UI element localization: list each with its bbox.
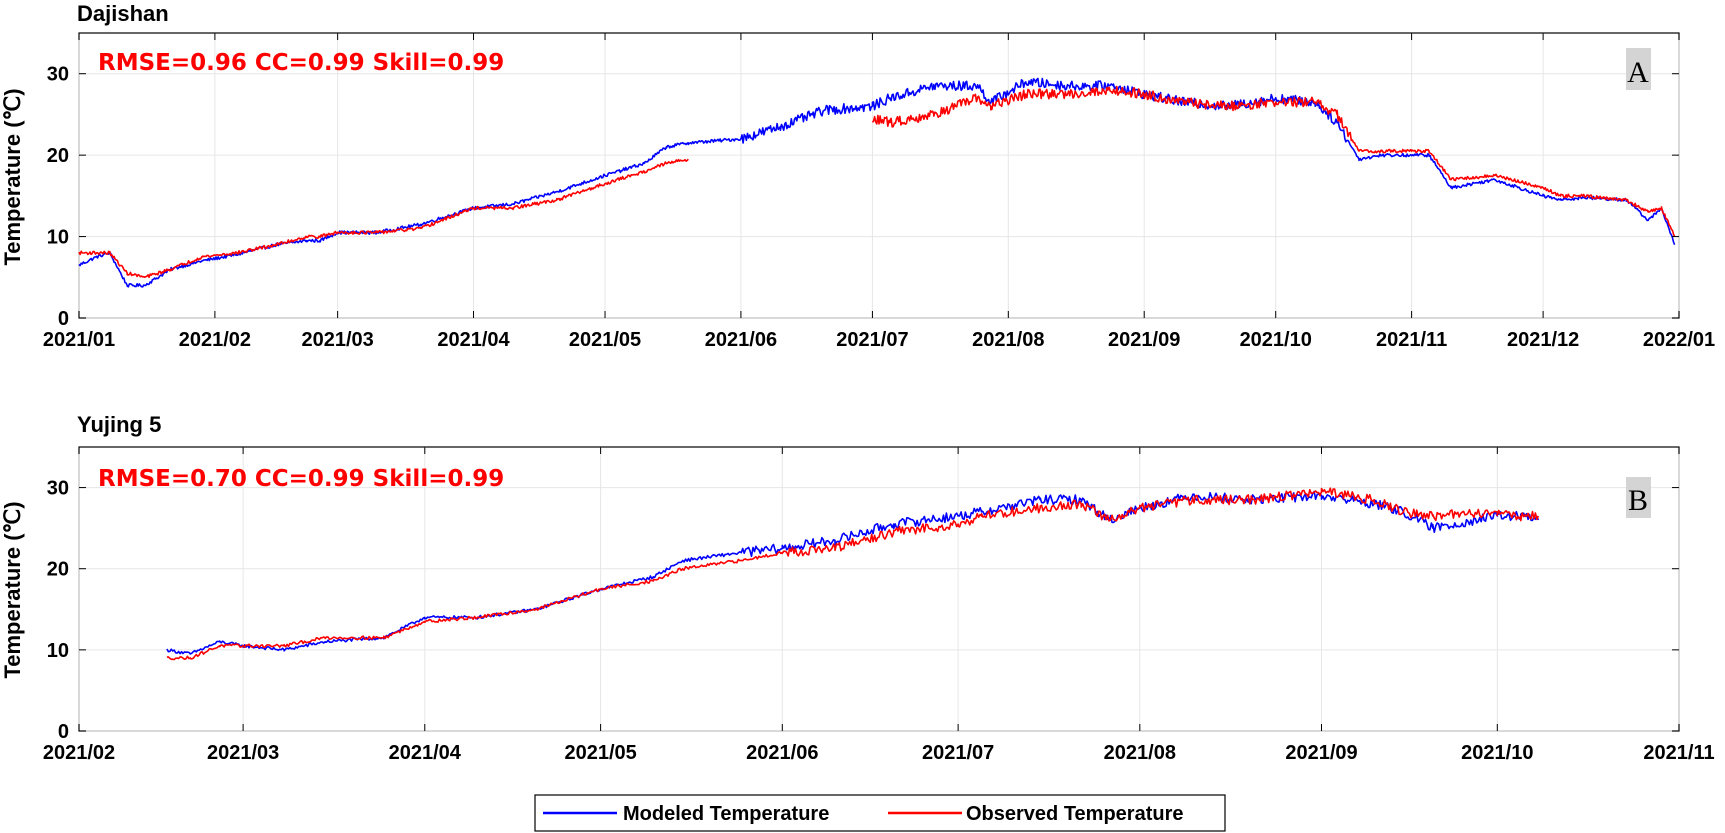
legend-label-observed: Observed Temperature bbox=[966, 803, 1184, 825]
y-tick-label: 20 bbox=[47, 145, 69, 167]
y-tick-label: 0 bbox=[58, 721, 69, 743]
panel-letter: A bbox=[1627, 56, 1649, 89]
y-tick-label: 30 bbox=[47, 64, 69, 86]
x-tick-label: 2021/09 bbox=[1285, 742, 1357, 764]
x-tick-label: 2021/11 bbox=[1376, 329, 1447, 351]
panel-letter-background bbox=[1626, 48, 1651, 90]
y-tick-label: 0 bbox=[58, 308, 69, 330]
x-tick-label: 2021/12 bbox=[1507, 329, 1579, 351]
x-tick-label: 2021/01 bbox=[43, 329, 115, 351]
x-tick-label: 2021/10 bbox=[1240, 329, 1312, 351]
x-tick-label: 2021/03 bbox=[301, 329, 373, 351]
x-tick-label: 2021/08 bbox=[1104, 742, 1176, 764]
y-tick-label: 10 bbox=[47, 227, 69, 249]
x-tick-label: 2021/05 bbox=[569, 329, 641, 351]
x-tick-label: 2021/04 bbox=[437, 329, 510, 351]
axis-ticks: 2021/02 2021/03 2021/04 2021/05 2021/06 2021/… bbox=[43, 447, 1715, 764]
x-tick-label: 2021/10 bbox=[1461, 742, 1533, 764]
legend-box bbox=[534, 794, 1226, 832]
x-tick-label: 2021/06 bbox=[705, 329, 777, 351]
legend: Modeled Temperature Observed Temperature bbox=[534, 794, 1226, 832]
series-lines bbox=[78, 77, 1676, 288]
y-axis-label: Temperature (℃) bbox=[0, 88, 25, 265]
panel-title: Dajishan bbox=[77, 1, 169, 26]
x-tick-label: 2021/07 bbox=[922, 742, 994, 764]
series-line-observed bbox=[78, 85, 1676, 279]
y-axis-label: Temperature (℃) bbox=[0, 501, 25, 678]
grid bbox=[78, 447, 1680, 732]
series-line-observed bbox=[166, 487, 1540, 661]
series-lines bbox=[166, 487, 1540, 661]
panel-letter: B bbox=[1628, 484, 1648, 517]
panel-yujing-5: Yujing 5 2021/02 2021/03 2021/04 2021/05 202… bbox=[0, 412, 1715, 764]
x-tick-label: 2021/03 bbox=[207, 742, 279, 764]
x-tick-label: 2022/01 bbox=[1643, 329, 1715, 351]
x-tick-label: 2021/02 bbox=[43, 742, 115, 764]
x-tick-label: 2021/08 bbox=[972, 329, 1044, 351]
panel-title: Yujing 5 bbox=[77, 412, 161, 437]
x-tick-label: 2021/06 bbox=[746, 742, 818, 764]
legend-label-modeled: Modeled Temperature bbox=[623, 803, 829, 825]
x-tick-label: 2021/05 bbox=[564, 742, 636, 764]
y-tick-label: 20 bbox=[47, 559, 69, 581]
panel-letter-background bbox=[1626, 477, 1651, 518]
metrics-text: RMSE=0.70 CC=0.99 Skill=0.99 bbox=[98, 466, 504, 492]
panel-dajishan: Dajishan 2021/01 2021/02 2021/03 2021/04 202… bbox=[0, 1, 1715, 351]
y-tick-label: 30 bbox=[47, 478, 69, 500]
y-tick-label: 10 bbox=[47, 640, 69, 662]
axis-ticks: 2021/01 2021/02 2021/03 2021/04 2021/05 2021/… bbox=[43, 33, 1715, 351]
metrics-text: RMSE=0.96 CC=0.99 Skill=0.99 bbox=[98, 50, 504, 76]
x-tick-label: 2021/07 bbox=[836, 329, 908, 351]
x-tick-label: 2021/11 bbox=[1643, 742, 1714, 764]
x-tick-label: 2021/04 bbox=[389, 742, 462, 764]
plot-area bbox=[78, 32, 1680, 319]
x-tick-label: 2021/09 bbox=[1108, 329, 1180, 351]
x-tick-label: 2021/02 bbox=[179, 329, 251, 351]
plot-area bbox=[78, 446, 1680, 732]
